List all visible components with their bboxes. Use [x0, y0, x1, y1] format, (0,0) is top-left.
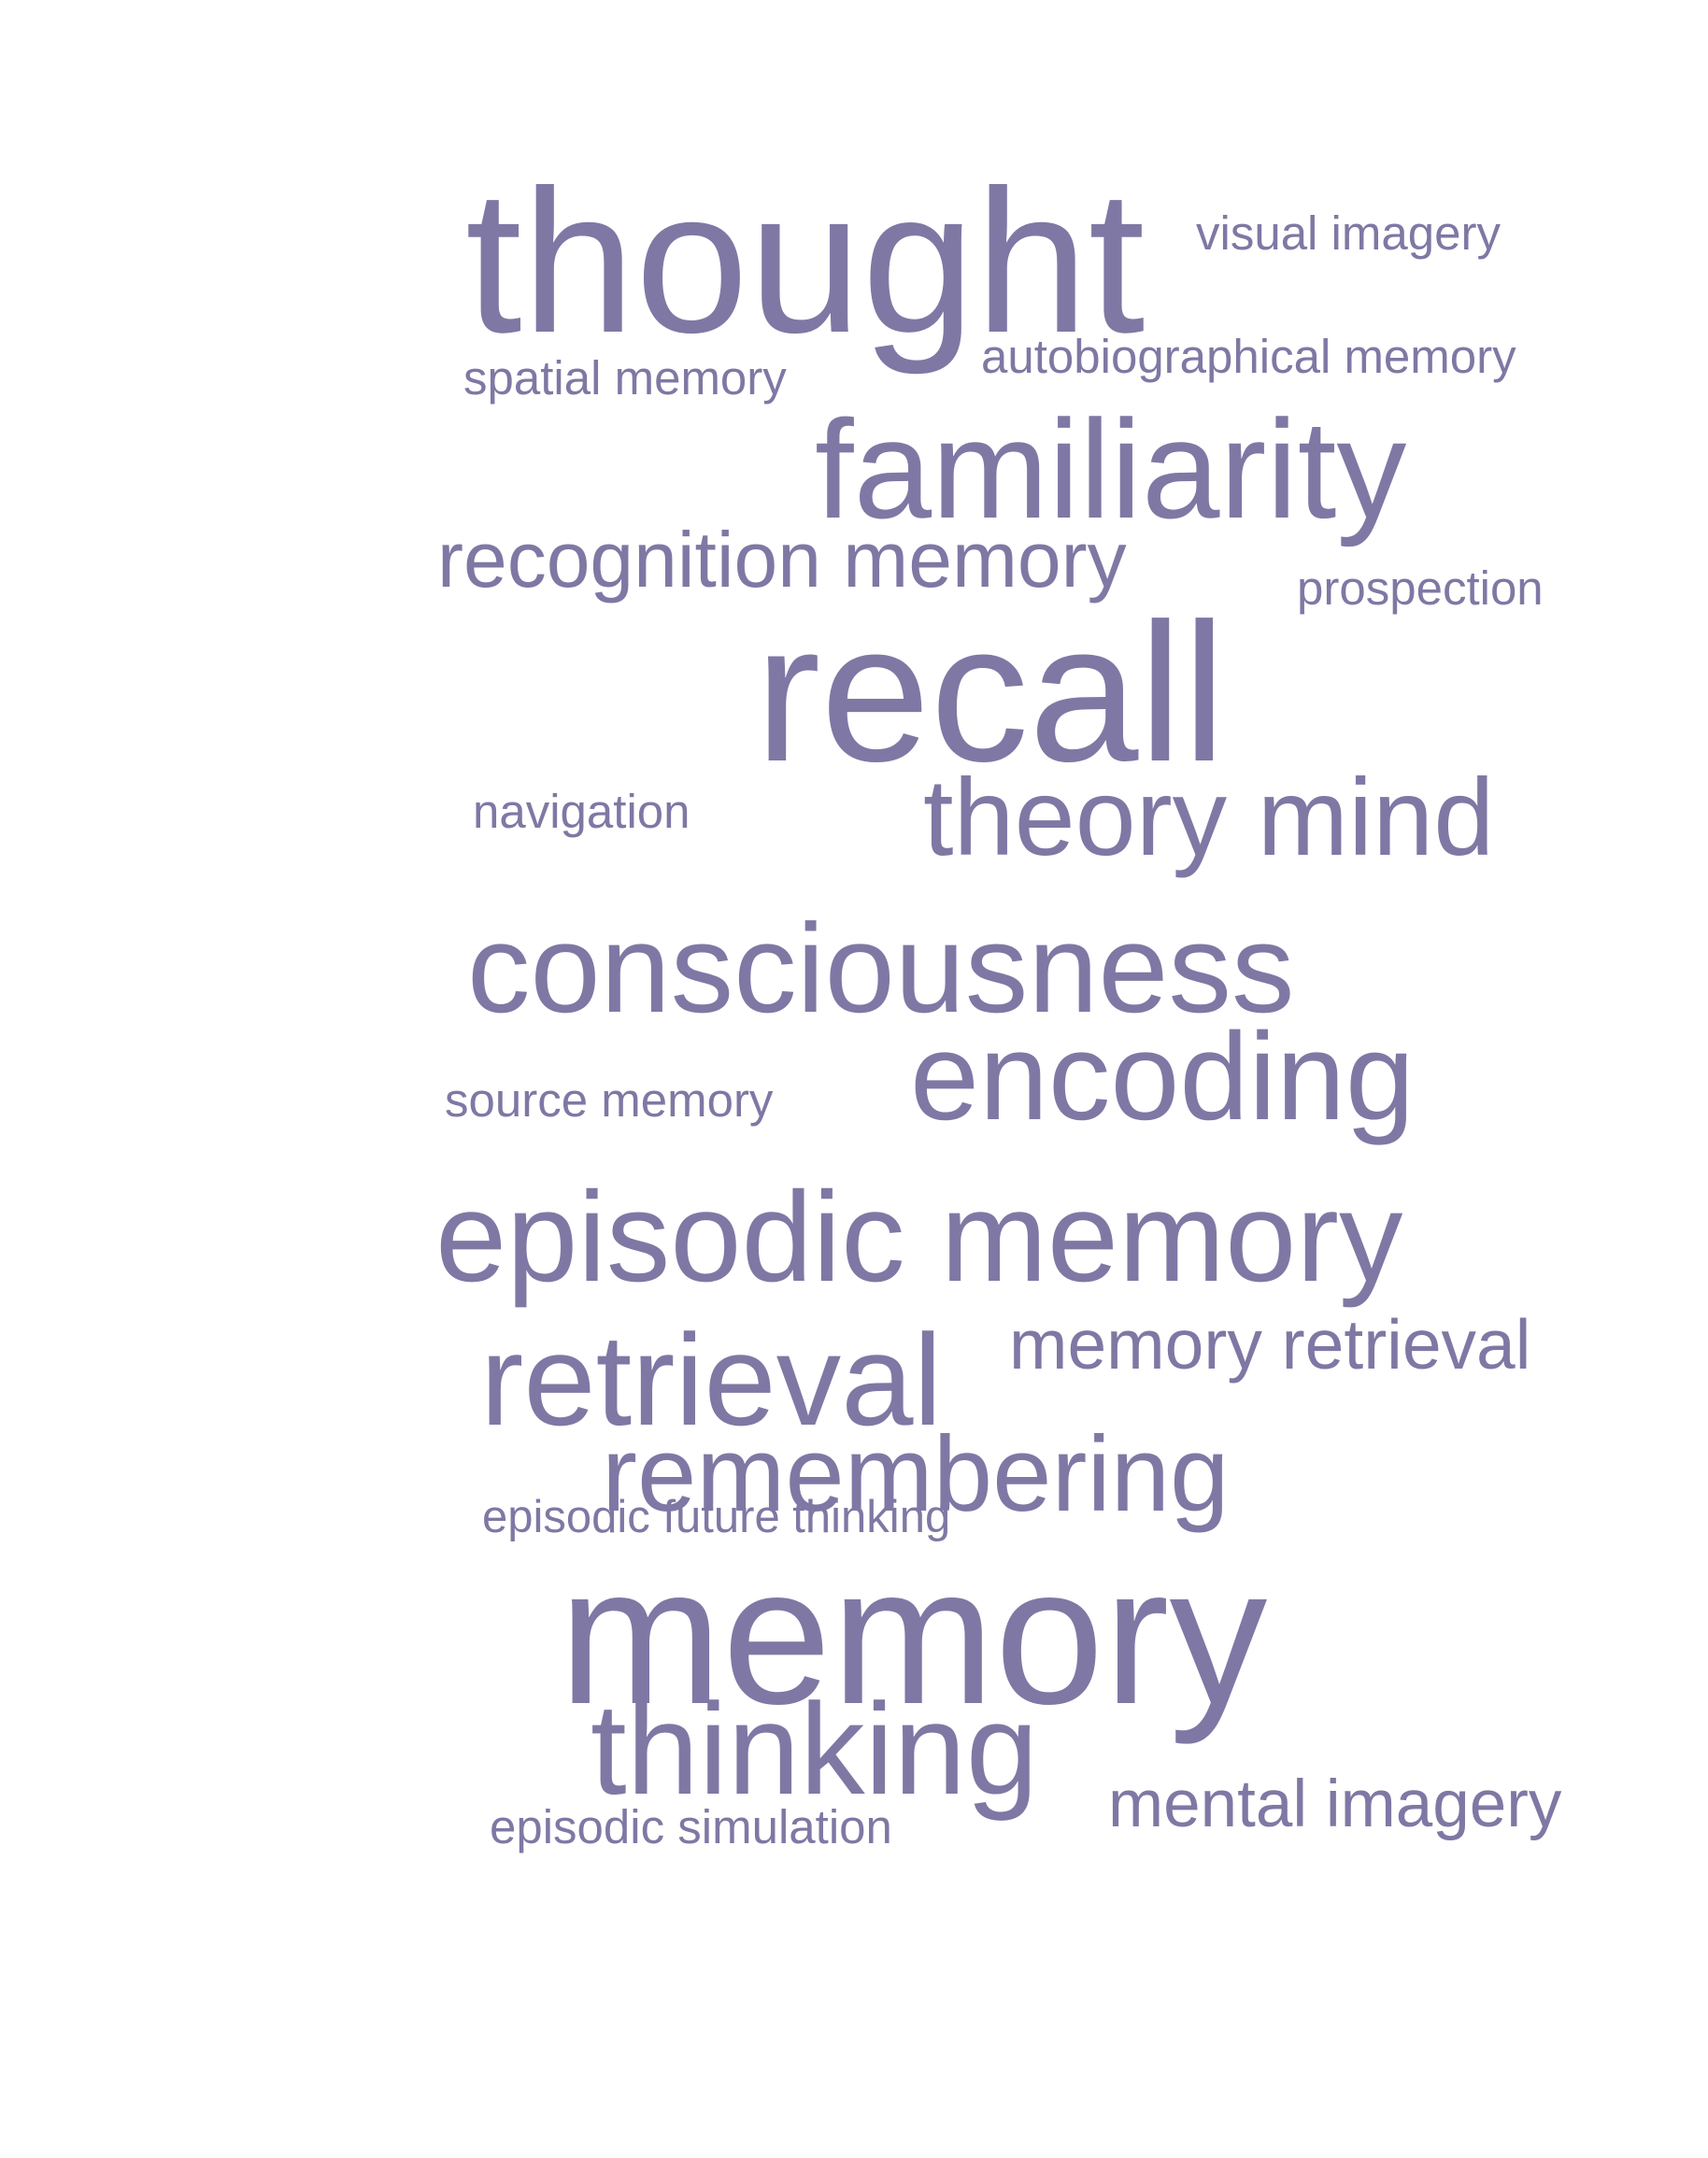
word-episodic-future-thinking: episodic future thinking — [482, 1492, 951, 1542]
word-visual-imagery: visual imagery — [1196, 206, 1501, 260]
word-thinking: thinking — [591, 1677, 1039, 1822]
word-episodic-simulation: episodic simulation — [490, 1800, 892, 1853]
word-retrieval: retrieval — [480, 1308, 943, 1453]
word-mental-imagery: mental imagery — [1108, 1768, 1562, 1841]
word-autobiographical-memory: autobiographical memory — [981, 330, 1516, 383]
word-spatial-memory: spatial memory — [463, 351, 787, 405]
word-recall: recall — [755, 582, 1227, 802]
word-familiarity: familiarity — [815, 390, 1407, 547]
word-consciousness: consciousness — [467, 898, 1295, 1039]
word-encoding: encoding — [910, 1008, 1415, 1146]
word-navigation: navigation — [473, 785, 690, 838]
word-thought: thought — [465, 149, 1146, 376]
word-memory: memory — [559, 1526, 1268, 1745]
word-remembering: remembering — [602, 1415, 1230, 1534]
word-episodic-memory: episodic memory — [435, 1166, 1403, 1309]
word-source-memory: source memory — [445, 1073, 774, 1127]
word-recognition-memory: recognition memory — [437, 516, 1127, 603]
word-theory-mind: theory mind — [923, 756, 1495, 878]
word-memory-retrieval: memory retrieval — [1009, 1305, 1531, 1384]
word-prospection: prospection — [1297, 561, 1544, 615]
